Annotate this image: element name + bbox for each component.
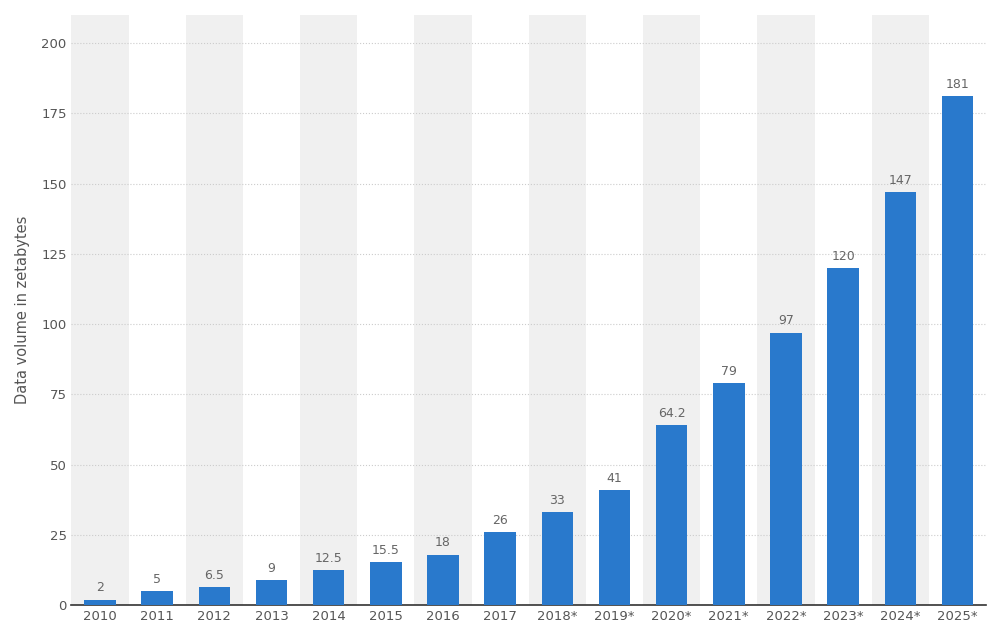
Bar <box>141 591 173 605</box>
Bar <box>256 580 287 605</box>
Bar <box>313 570 344 605</box>
Bar <box>872 15 929 605</box>
Bar <box>414 15 471 605</box>
Bar <box>643 15 701 605</box>
Bar <box>186 15 243 605</box>
Text: 18: 18 <box>435 537 450 549</box>
Text: 147: 147 <box>889 174 912 187</box>
Y-axis label: Data volume in zetabytes: Data volume in zetabytes <box>15 216 30 404</box>
Text: 41: 41 <box>607 472 623 485</box>
Bar <box>828 268 859 605</box>
Bar <box>701 15 758 605</box>
Text: 12.5: 12.5 <box>314 552 342 565</box>
Bar <box>599 490 631 605</box>
Bar <box>471 15 529 605</box>
Bar <box>542 512 573 605</box>
Bar <box>656 425 688 605</box>
Bar <box>300 15 357 605</box>
Text: 5: 5 <box>153 573 161 586</box>
Bar <box>129 15 186 605</box>
Bar <box>815 15 872 605</box>
Bar <box>885 192 916 605</box>
Bar <box>198 587 230 605</box>
Text: 33: 33 <box>550 494 566 507</box>
Bar <box>770 332 802 605</box>
Text: 9: 9 <box>267 562 275 575</box>
Bar <box>84 600 116 605</box>
Text: 6.5: 6.5 <box>204 569 224 582</box>
Bar <box>713 383 745 605</box>
Bar <box>758 15 815 605</box>
Bar <box>427 554 458 605</box>
Text: 2: 2 <box>96 581 104 595</box>
Text: 120: 120 <box>831 250 855 263</box>
Text: 26: 26 <box>492 514 509 527</box>
Bar <box>370 561 401 605</box>
Bar <box>71 15 129 605</box>
Text: 79: 79 <box>721 365 737 378</box>
Text: 181: 181 <box>946 78 969 91</box>
Text: 97: 97 <box>778 315 794 327</box>
Bar <box>529 15 586 605</box>
Text: 15.5: 15.5 <box>372 544 399 556</box>
Bar <box>586 15 643 605</box>
Bar <box>243 15 300 605</box>
Bar <box>929 15 986 605</box>
Bar <box>357 15 414 605</box>
Text: 64.2: 64.2 <box>658 406 686 420</box>
Bar <box>484 532 516 605</box>
Bar <box>942 96 973 605</box>
